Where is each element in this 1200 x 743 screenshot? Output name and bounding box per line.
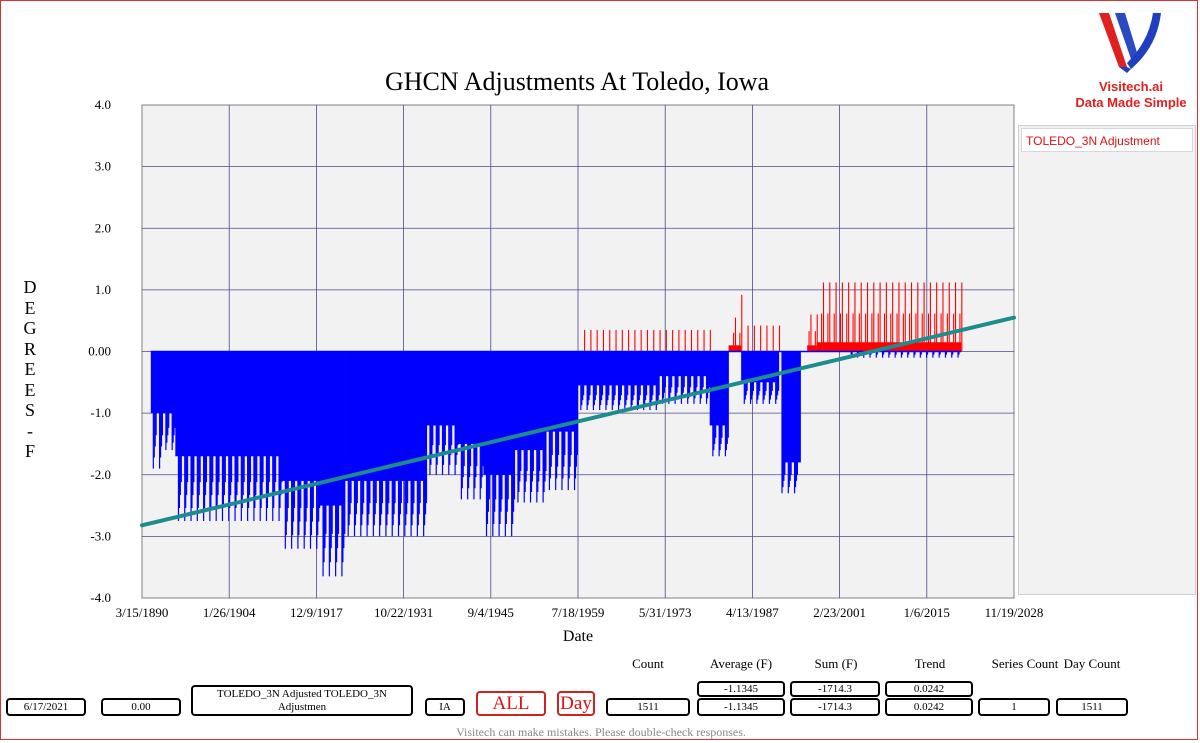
y-tick-labels: 4.0 3.0 2.0 1.0 0.00 -1.0 -2.0 -3.0 -4.0 [88,97,111,605]
day-button[interactable]: Day [557,691,595,716]
logo-mark-icon [1099,13,1161,73]
trend-line [140,315,1016,528]
legend-panel: TOLEDO_3N Adjustment [1018,125,1196,595]
y-tick-label: 0.00 [88,344,111,359]
bar-segment-positive [816,342,849,352]
x-tick-label: 3/15/1890 [116,605,169,620]
date-field[interactable]: 6/17/2021 [6,698,86,716]
x-tick-label: 1/26/1904 [203,605,256,620]
logo-name: Visitech.ai [1098,79,1164,94]
y-tick-label: -3.0 [90,528,111,543]
x-tick-label: 11/19/2028 [985,605,1044,620]
count-field: 1511 [606,698,690,716]
x-tick-label: 5/31/1973 [639,605,692,620]
x-tick-label: 9/4/1945 [468,605,514,620]
day-count-field: 1511 [1056,698,1128,716]
logo-tagline: Data Made Simple [1075,95,1187,110]
brand-logo: Visitech.ai Data Made Simple [1069,7,1193,111]
x-axis-label: Date [563,628,593,645]
y-tick-label: -4.0 [90,590,111,605]
x-tick-label: 4/13/1987 [726,605,779,620]
state-field[interactable]: IA [425,698,465,716]
series-count-header: Series Count [991,656,1059,671]
average-header: Average (F) [709,656,773,671]
x-tick-labels: 3/15/1890 1/26/1904 12/9/1917 10/22/1931 9/4… [116,605,1044,620]
trend-line-group [140,315,1016,528]
sum-header: Sum (F) [814,656,858,671]
value-field[interactable]: 0.00 [101,698,181,716]
y-tick-label: -1.0 [90,405,111,420]
y-tick-label: -2.0 [90,467,111,482]
trend-header: Trend [914,656,946,671]
x-tick-label: 12/9/1917 [290,605,343,620]
average-top-field: -1.1345 [697,681,785,697]
all-button[interactable]: ALL [476,691,546,716]
bar-segment-negative [150,351,163,414]
disclaimer-footer: Visitech can make mistakes. Please doubl… [456,725,746,739]
y-tick-label: 2.0 [95,220,111,235]
x-tick-label: 10/22/1931 [374,605,433,620]
y-axis-label: D E G R E E S - F [23,277,37,461]
x-tick-label: 2/23/2001 [813,605,866,620]
y-tick-label: 1.0 [95,282,111,297]
bar-segment-positive [923,342,962,352]
trend-top-field: 0.0242 [885,681,973,697]
y-tick-label: 3.0 [95,159,111,174]
bar-segment-positive [728,345,742,352]
chart-title: GHCN Adjustments At Toledo, Iowa [384,67,770,96]
count-header: Count [632,656,664,671]
trend-field: 0.0242 [885,698,973,716]
day-count-header: Day Count [1063,656,1121,671]
x-tick-label: 7/18/1959 [552,605,605,620]
series-count-field: 1 [978,698,1050,716]
average-field: -1.1345 [697,698,785,716]
y-tick-label: 4.0 [95,97,111,112]
series-name-field[interactable]: TOLEDO_3N Adjusted TOLEDO_3N Adjustmen [191,685,413,716]
sum-field: -1714.3 [790,698,880,716]
legend-item[interactable]: TOLEDO_3N Adjustment [1021,128,1193,152]
sum-top-field: -1714.3 [790,681,880,697]
bar-segment-positive [807,345,817,352]
x-tick-label: 1/6/2015 [904,605,950,620]
